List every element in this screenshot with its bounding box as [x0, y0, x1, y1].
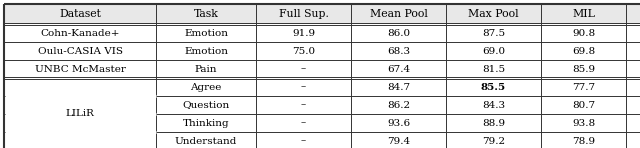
Text: LILiR: LILiR	[65, 110, 95, 119]
Text: 91.9: 91.9	[292, 29, 315, 37]
Text: 85.5: 85.5	[481, 82, 506, 91]
Text: Thinking: Thinking	[182, 119, 229, 127]
Text: Agree: Agree	[190, 82, 221, 91]
Text: 86.0: 86.0	[387, 29, 410, 37]
Text: 78.9: 78.9	[572, 136, 595, 145]
Text: 80.7: 80.7	[572, 100, 595, 110]
Text: 79.2: 79.2	[482, 136, 505, 145]
Text: 87.5: 87.5	[482, 29, 505, 37]
Text: 90.8: 90.8	[572, 29, 595, 37]
Text: –: –	[301, 100, 306, 110]
Text: –: –	[301, 65, 306, 74]
Text: MIL: MIL	[572, 9, 595, 19]
Text: Emotion: Emotion	[184, 29, 228, 37]
Text: 93.8: 93.8	[572, 119, 595, 127]
Text: Question: Question	[182, 100, 230, 110]
Text: 88.9: 88.9	[482, 119, 505, 127]
Text: Task: Task	[193, 9, 218, 19]
Text: –: –	[301, 119, 306, 127]
Text: 79.4: 79.4	[387, 136, 410, 145]
Text: Dataset: Dataset	[59, 9, 101, 19]
Text: Oulu-CASIA VIS: Oulu-CASIA VIS	[38, 46, 122, 56]
Text: Emotion: Emotion	[184, 46, 228, 56]
Text: 85.9: 85.9	[572, 65, 595, 74]
Text: 68.3: 68.3	[387, 46, 410, 56]
Text: 86.2: 86.2	[387, 100, 410, 110]
Text: 69.0: 69.0	[482, 46, 505, 56]
Text: 67.4: 67.4	[387, 65, 410, 74]
Text: Full Sup.: Full Sup.	[278, 9, 328, 19]
Text: 93.6: 93.6	[387, 119, 410, 127]
Bar	[4, 4, 640, 24]
Text: 81.5: 81.5	[482, 65, 505, 74]
Text: –: –	[301, 82, 306, 91]
Text: 84.3: 84.3	[482, 100, 505, 110]
Text: Max Pool: Max Pool	[468, 9, 519, 19]
Text: UNBC McMaster: UNBC McMaster	[35, 65, 125, 74]
Text: –: –	[301, 136, 306, 145]
Text: Cohn-Kanade+: Cohn-Kanade+	[40, 29, 120, 37]
Text: 75.0: 75.0	[292, 46, 315, 56]
Text: Mean Pool: Mean Pool	[369, 9, 428, 19]
Text: Understand: Understand	[175, 136, 237, 145]
Text: 69.8: 69.8	[572, 46, 595, 56]
Text: 84.7: 84.7	[387, 82, 410, 91]
Text: 77.7: 77.7	[572, 82, 595, 91]
Text: Pain: Pain	[195, 65, 217, 74]
